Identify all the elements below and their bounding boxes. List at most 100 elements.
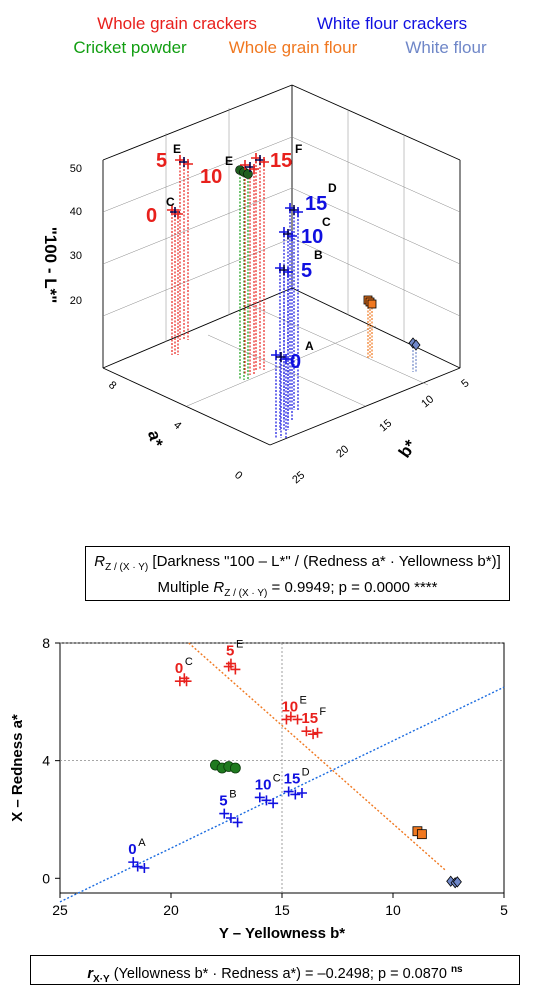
- multiple-prefix: Multiple: [157, 579, 214, 596]
- z-tick: 20: [70, 295, 82, 307]
- data-point: [450, 877, 460, 889]
- point-letter: D: [328, 181, 337, 195]
- 3d-axes-frame: [102, 84, 461, 446]
- b-tick: 15: [377, 417, 394, 434]
- model-line-2: Multiple RZ / (X · Y) = 0.9949; p = 0.00…: [86, 578, 509, 604]
- multiple-r-symbol: R: [213, 579, 225, 596]
- b-tick: 5: [459, 377, 471, 390]
- 3d-scatter-chart: Whole grain crackers White flour cracker…: [41, 14, 487, 486]
- point-letter: F: [319, 706, 326, 718]
- x-tick-label: 5: [500, 902, 508, 918]
- legend-whole-grain-flour: Whole grain flour: [229, 38, 358, 57]
- a-axis-ticks: 8 4 0: [106, 379, 244, 482]
- point-label: 10: [281, 698, 298, 715]
- data-point: [283, 786, 294, 797]
- point-label: 10: [255, 776, 272, 793]
- point-letter: F: [295, 142, 302, 156]
- a-axis-label: a*: [144, 428, 167, 449]
- data-point: [254, 792, 265, 803]
- data-point: [312, 727, 323, 738]
- point-letter: C: [166, 195, 175, 209]
- data-point: [223, 661, 234, 672]
- marker-plus: [240, 160, 250, 170]
- marker-plus: [271, 350, 281, 360]
- marker-plus: [293, 207, 303, 217]
- corr-r-subscript: X·Y: [93, 973, 110, 985]
- corr-r-symbol: r: [87, 965, 94, 982]
- z-tick: 40: [70, 206, 82, 218]
- data-point: [285, 711, 296, 722]
- legend-white-flour: White flour: [405, 38, 487, 57]
- point-letter: C: [185, 656, 193, 668]
- point-label: 0: [146, 205, 157, 227]
- a-tick: 4: [171, 419, 183, 432]
- point-letter: C: [273, 772, 281, 784]
- marker-plus: [283, 267, 293, 277]
- x-tick-label: 20: [163, 902, 179, 918]
- marker-diamond: [411, 339, 421, 351]
- data-point: [174, 676, 185, 687]
- y-axis-label: X – Redness a*: [9, 714, 26, 822]
- point-label: 15: [284, 771, 301, 788]
- model-line-1: RZ / (X · Y) [Darkness "100 – L*" / (Red…: [86, 552, 509, 578]
- model-r-symbol: R: [94, 553, 106, 570]
- point-letter: E: [299, 694, 306, 706]
- plot-area: [59, 642, 505, 894]
- data-point: [219, 808, 230, 819]
- data-point: [225, 813, 236, 823]
- point-letter: E: [236, 639, 243, 651]
- z-axis-label: "100 - L*": [41, 227, 60, 304]
- model-r-subscript: Z / (X · Y): [105, 562, 149, 573]
- x-tick-label: 25: [52, 902, 68, 918]
- x-tick-label: 15: [274, 902, 290, 918]
- drop-lines: [171, 158, 417, 438]
- marker-plus: [276, 352, 286, 362]
- b-axis-ticks: 5 10 15 20 25: [290, 377, 471, 486]
- legend-cricket-powder: Cricket powder: [73, 38, 187, 57]
- data-point: [225, 658, 236, 669]
- b-tick: 20: [334, 443, 351, 460]
- point-label: 15: [301, 710, 318, 727]
- data-point: [216, 762, 228, 774]
- data-point: [223, 761, 235, 772]
- data-point: [181, 676, 192, 687]
- data-point: [132, 861, 143, 872]
- multiple-r-subscript: Z / (X · Y): [224, 588, 268, 599]
- marker-plus: [287, 231, 297, 241]
- point-label: 0: [290, 351, 301, 373]
- data-point: [296, 788, 307, 798]
- point-letter: E: [173, 142, 181, 156]
- corr-superscript: ns: [450, 964, 463, 975]
- point-letter: C: [322, 215, 331, 229]
- point-label: 15: [270, 150, 292, 172]
- y-tick-label: 8: [42, 635, 50, 651]
- point-label: 15: [305, 193, 327, 215]
- point-letter: D: [302, 767, 310, 779]
- point-letter: A: [138, 837, 146, 849]
- marker-circle: [243, 169, 253, 179]
- data-point: [128, 857, 139, 868]
- data-point: [308, 729, 319, 740]
- marker-plus: [249, 164, 259, 174]
- data-point: [268, 798, 279, 809]
- marker-square: [367, 299, 377, 309]
- a-tick: 8: [106, 379, 118, 392]
- point-label: 0: [175, 660, 183, 677]
- b-axis-label: b*: [395, 436, 421, 461]
- data-point: [261, 795, 272, 806]
- legend-white-flour-crackers: White flour crackers: [317, 14, 467, 33]
- z-tick: 50: [70, 163, 82, 175]
- point-letter: A: [305, 339, 314, 353]
- point-label: 5: [219, 793, 227, 810]
- 3d-markers: [167, 153, 421, 364]
- marker-plus: [281, 354, 291, 364]
- point-label: 10: [301, 226, 323, 248]
- data-point: [229, 762, 241, 774]
- y-tick-label: 4: [42, 753, 50, 769]
- data-point: [416, 829, 427, 840]
- point-label: 5: [156, 150, 167, 172]
- data-point: [281, 714, 292, 725]
- legend-whole-grain-crackers: Whole grain crackers: [97, 14, 257, 33]
- point-label: 5: [226, 643, 234, 660]
- corr-text: (Yellowness b* · Redness a*) = –0.2498; …: [109, 965, 451, 982]
